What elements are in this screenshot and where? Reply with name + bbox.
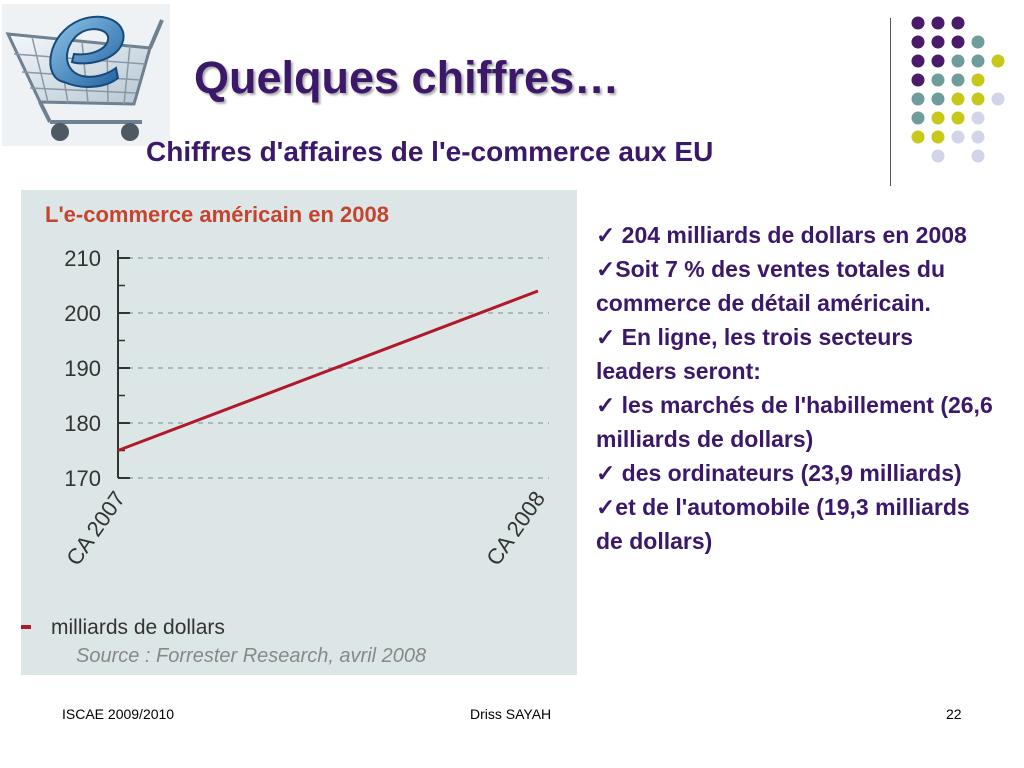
dot [951,92,965,106]
dot [931,149,945,163]
dot [971,92,985,106]
series-line [117,289,539,452]
header-divider [890,18,891,186]
bullet-item: ✓ les marchés de l'habillement (26,6 mil… [596,392,993,452]
decorative-dot-grid [911,16,1005,163]
dot [911,35,925,49]
bullet-item: ✓ 204 milliards de dollars en 2008 [596,222,967,248]
dot [931,111,945,125]
footer-author: Driss SAYAH [470,706,552,722]
dot-row-6 [911,111,985,125]
slide-subtitle: Chiffres d'affaires de l'e-commerce aux … [146,136,714,167]
dot [931,73,945,87]
dot [971,130,985,144]
dot [911,73,925,87]
shopping-cart-icon [2,4,170,146]
dot-row-5 [911,92,1005,106]
y-tick-label: 180 [64,411,101,436]
dot [931,54,945,68]
dot [951,130,965,144]
dot [911,16,925,30]
key-figures-list: ✓ 204 milliards de dollars en 2008 ✓Soit… [596,218,996,558]
dot-row-4 [911,73,985,87]
bullet-item: ✓ des ordinateurs (23,9 milliards) [596,460,962,486]
y-tick-label: 170 [64,466,101,491]
legend-label: milliards de dollars [51,616,225,639]
slide-title: Quelques chiffres… [194,52,620,103]
dot-row-3 [911,54,1005,68]
chart-series [117,289,539,452]
dot [951,16,965,30]
footer-institution: ISCAE 2009/2010 [62,706,175,722]
dot [991,92,1005,106]
dot [931,92,945,106]
dot [951,35,965,49]
dot [951,73,965,87]
y-ticks: 170 180 190 200 210 [64,246,130,491]
dot [911,111,925,125]
y-tick-label: 210 [64,246,101,271]
ecommerce-line-chart: L'e-commerce américain en 2008 170 180 190… [21,190,577,675]
dot [971,73,985,87]
ecommerce-logo [2,4,170,146]
y-tick-label: 200 [64,301,101,326]
dot-row-2 [911,35,985,49]
dot [991,54,1005,68]
chart-svg: L'e-commerce américain en 2008 170 180 190… [21,190,577,675]
dot [971,149,985,163]
chart-background [21,190,577,675]
dot [951,111,965,125]
bullet-item: ✓Soit 7 % des ventes totales du commerce… [596,256,946,316]
dot [971,54,985,68]
bullet-item: ✓ En ligne, les trois secteurs leaders s… [596,324,914,384]
page-number: 22 [946,706,962,722]
dot-row-8 [931,149,985,163]
dot [931,35,945,49]
dot-row-1 [911,16,965,30]
dot [911,130,925,144]
dot [971,35,985,49]
chart-source: Source : Forrester Research, avril 2008 [76,645,426,667]
dot [911,92,925,106]
chart-title: L'e-commerce américain en 2008 [45,202,389,227]
dot [911,54,925,68]
dot [931,16,945,30]
y-tick-label: 190 [64,356,101,381]
bullet-item: ✓et de l'automobile (19,3 milliards de d… [596,494,970,554]
dot [951,54,965,68]
dot-row-7 [911,130,985,144]
dot [971,111,985,125]
dot [931,130,945,144]
